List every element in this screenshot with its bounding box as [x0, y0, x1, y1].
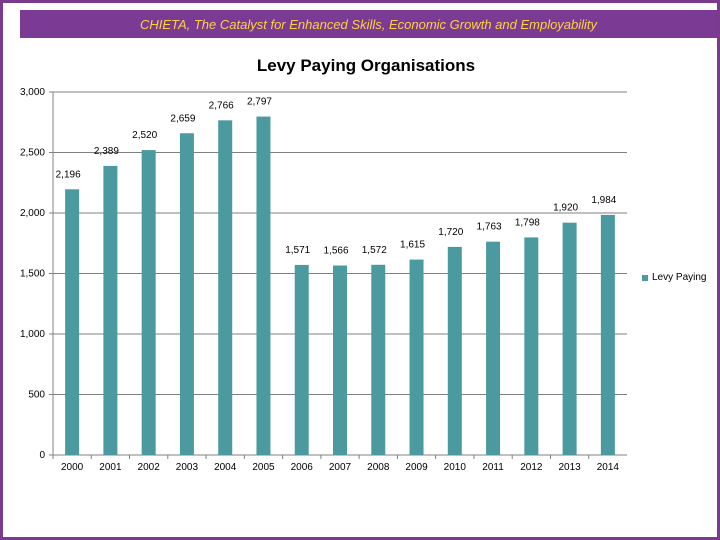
- x-tick-label: 2006: [291, 462, 314, 473]
- bar: [371, 264, 386, 455]
- bar: [562, 222, 577, 455]
- data-label: 1,763: [477, 222, 502, 233]
- bar: [103, 165, 118, 455]
- y-tick-label: 3,000: [20, 87, 45, 98]
- bar: [486, 241, 501, 455]
- bar: [256, 116, 271, 456]
- bar: [333, 265, 347, 455]
- x-tick-label: 2010: [444, 462, 467, 473]
- chart-title: Levy Paying Organisations: [256, 56, 476, 75]
- y-tick-label: 0: [39, 450, 45, 461]
- x-tick-label: 2002: [138, 462, 161, 473]
- y-tick-label: 1,500: [20, 269, 45, 280]
- y-tick-label: 500: [28, 390, 45, 401]
- x-tick-label: 2009: [405, 462, 428, 473]
- legend-label: Levy Paying: [652, 272, 707, 283]
- data-label: 1,920: [553, 203, 578, 214]
- x-tick-label: 2000: [61, 462, 84, 473]
- data-label: 2,520: [132, 130, 157, 141]
- x-tick-label: 2001: [99, 462, 122, 473]
- data-label: 2,389: [94, 146, 119, 157]
- bar: [600, 214, 615, 455]
- title-banner: CHIETA, The Catalyst for Enhanced Skills…: [20, 10, 717, 38]
- data-label: 1,615: [400, 240, 425, 251]
- bar: [218, 120, 233, 456]
- x-tick-label: 2014: [597, 462, 620, 473]
- bar: [409, 259, 424, 455]
- x-tick-label: 2003: [176, 462, 199, 473]
- bar: [179, 133, 194, 456]
- x-tick-label: 2013: [558, 462, 581, 473]
- bar: [65, 189, 80, 455]
- x-tick-label: 2012: [520, 462, 543, 473]
- bar: [141, 150, 156, 455]
- legend-swatch: [642, 274, 648, 281]
- data-label: 2,659: [170, 113, 195, 124]
- data-label: 1,571: [285, 245, 310, 256]
- x-tick-label: 2005: [252, 462, 275, 473]
- x-tick-label: 2008: [367, 462, 390, 473]
- bar: [524, 237, 539, 455]
- data-label: 1,572: [362, 245, 387, 256]
- data-label: 1,984: [591, 195, 616, 206]
- banner-text: CHIETA, The Catalyst for Enhanced Skills…: [139, 16, 598, 32]
- bar: [447, 246, 462, 455]
- y-tick-label: 2,500: [20, 148, 45, 159]
- bar: [294, 264, 309, 455]
- x-tick-label: 2004: [214, 462, 237, 473]
- data-label: 1,566: [323, 246, 348, 257]
- data-label: 2,196: [56, 169, 81, 180]
- data-label: 1,798: [515, 217, 540, 228]
- x-tick-label: 2007: [329, 462, 352, 473]
- data-label: 2,766: [209, 100, 234, 111]
- data-label: 1,720: [438, 227, 463, 238]
- data-label: 2,797: [247, 97, 272, 108]
- x-tick-label: 2011: [482, 462, 504, 473]
- y-tick-label: 1,000: [20, 329, 45, 340]
- y-tick-label: 2,000: [20, 208, 45, 219]
- legend: Levy Paying: [642, 272, 706, 283]
